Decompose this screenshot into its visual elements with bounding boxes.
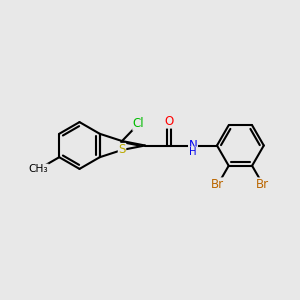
Text: H: H [189, 147, 197, 157]
Text: S: S [118, 143, 126, 157]
Text: O: O [164, 115, 174, 128]
Text: CH₃: CH₃ [28, 164, 48, 174]
Text: Cl: Cl [133, 117, 145, 130]
Text: N: N [189, 139, 197, 152]
Text: Br: Br [211, 178, 224, 191]
Text: Br: Br [256, 178, 269, 191]
